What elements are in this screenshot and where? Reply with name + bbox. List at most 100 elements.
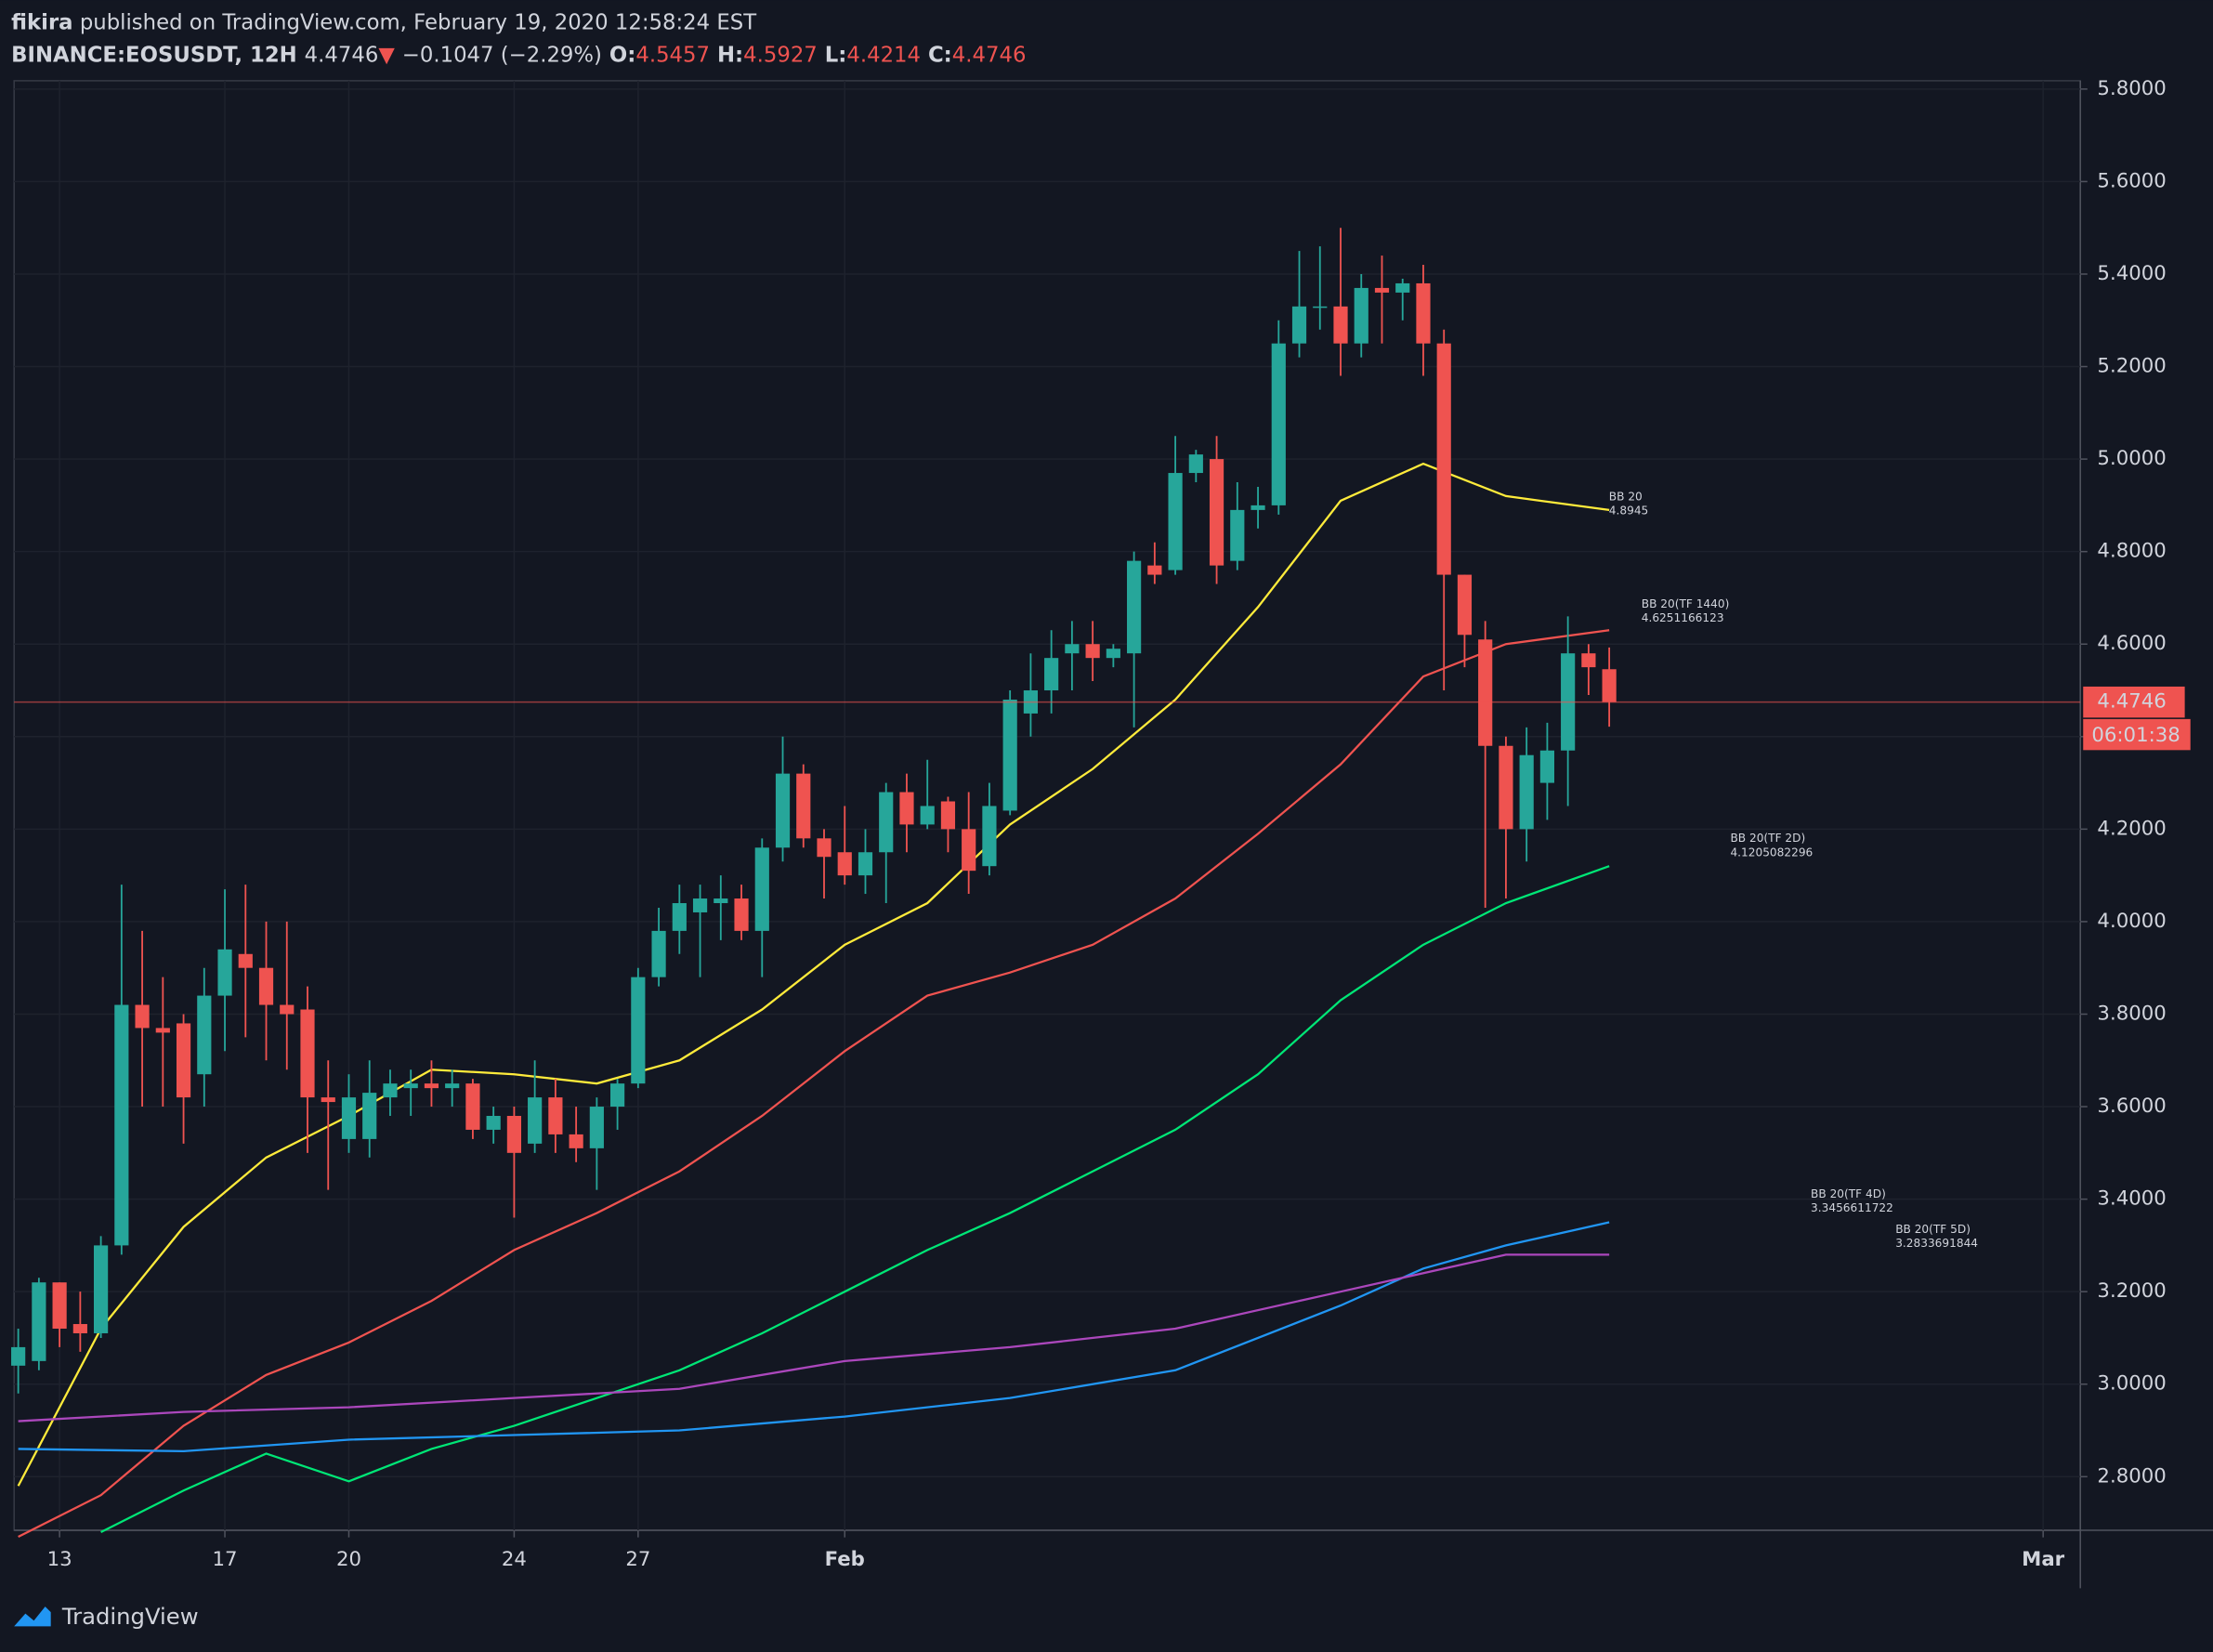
candle-body <box>569 1134 583 1148</box>
candle-body <box>528 1097 543 1144</box>
candle-body <box>300 1009 315 1098</box>
candle-body <box>982 806 997 867</box>
candle-body <box>1457 574 1473 636</box>
candle-body <box>796 773 811 839</box>
candle-body <box>217 949 232 996</box>
candle-body <box>506 1116 521 1153</box>
candle-body <box>258 967 274 1005</box>
x-tick-label: 17 <box>213 1548 238 1571</box>
candle-body <box>1168 473 1183 570</box>
candle-body <box>734 898 749 931</box>
x-tick-label: Feb <box>825 1548 865 1571</box>
x-tick-label: 27 <box>625 1548 650 1571</box>
indicator-value: 3.3456611722 <box>1811 1201 1893 1214</box>
candle-body <box>899 792 914 825</box>
candle-body <box>424 1083 439 1089</box>
candle-body <box>135 1004 150 1029</box>
candle-body <box>775 773 791 848</box>
candle-body <box>238 953 253 968</box>
candle-body <box>651 930 666 977</box>
indicator-line <box>100 865 1610 1534</box>
symbol-line: BINANCE:EOSUSDT, 12H 4.4746▼ −0.1047 (−2… <box>11 43 1026 67</box>
author: fikira <box>11 10 72 34</box>
candle-body <box>837 852 852 876</box>
candle-body <box>176 1023 191 1098</box>
published: published on TradingView.com, February 1… <box>80 10 756 34</box>
y-tick-label: 3.8000 <box>2097 1002 2166 1025</box>
candle-body <box>1333 306 1348 344</box>
ohlc-label: O: <box>609 43 635 67</box>
y-tick-label: 3.2000 <box>2097 1279 2166 1303</box>
indicator-value: 4.1205082296 <box>1730 846 1813 859</box>
candle-body <box>1127 560 1142 654</box>
candle-body <box>1519 754 1534 830</box>
candle-body <box>1291 306 1307 344</box>
y-tick-label: 3.4000 <box>2097 1187 2166 1211</box>
candle-body <box>403 1083 418 1089</box>
indicator-name: BB 20(TF 5D) <box>1895 1223 1971 1236</box>
candle-body <box>754 847 769 931</box>
indicator-name: BB 20(TF 4D) <box>1811 1187 1886 1200</box>
candle-body <box>1478 639 1493 746</box>
candle-body <box>114 1004 129 1246</box>
y-tick-label: 4.8000 <box>2097 540 2166 563</box>
candle-body <box>486 1116 501 1130</box>
candle-body <box>631 977 646 1084</box>
header-line: fikira published on TradingView.com, Feb… <box>11 10 756 34</box>
ohlc-label: L: <box>825 43 847 67</box>
candle-body <box>610 1083 625 1108</box>
candle-body <box>52 1282 67 1330</box>
candle-body <box>445 1083 460 1089</box>
indicator-line <box>18 629 1610 1539</box>
candle-body <box>1374 287 1390 293</box>
candle-body <box>94 1245 109 1333</box>
candle-body <box>1188 454 1203 474</box>
y-tick-label: 5.2000 <box>2097 355 2166 378</box>
candle-body <box>1395 282 1410 293</box>
x-tick-label: Mar <box>2022 1548 2064 1571</box>
indicator-value: 4.8945 <box>1609 505 1648 518</box>
candle-body <box>940 801 956 830</box>
change: −0.1047 (−2.29%) <box>402 43 602 67</box>
candle-body <box>1085 644 1100 659</box>
candle-body <box>1065 644 1080 654</box>
candle-body <box>32 1282 46 1361</box>
indicator-value: 3.2833691844 <box>1895 1237 1978 1250</box>
candle-body <box>1313 306 1328 308</box>
candle-body <box>1230 509 1245 561</box>
candle-body <box>1602 669 1617 702</box>
ohlc-value: 4.5457 <box>635 43 710 67</box>
price-label: 4.4746 <box>2097 690 2166 714</box>
price: 4.4746 <box>305 43 379 67</box>
candle-body <box>1209 459 1224 566</box>
candle-body <box>465 1083 480 1130</box>
candle-body <box>321 1097 335 1103</box>
candle-body <box>1044 658 1059 691</box>
candle-body <box>155 1028 170 1033</box>
ohlc-value: 4.4214 <box>846 43 921 67</box>
ohlc-label: H: <box>717 43 743 67</box>
brand: TradingView <box>61 1603 199 1630</box>
candle-body <box>1106 649 1120 659</box>
indicator-line <box>18 1221 1610 1453</box>
x-tick-label: 24 <box>502 1548 527 1571</box>
indicator-name: BB 20(TF 1440) <box>1642 597 1730 610</box>
candle-body <box>11 1346 26 1366</box>
y-tick-label: 5.6000 <box>2097 169 2166 192</box>
candle-body <box>962 829 976 872</box>
y-tick-label: 4.2000 <box>2097 817 2166 840</box>
candle-body <box>72 1324 87 1333</box>
arrow: ▼ <box>378 43 395 67</box>
candle-body <box>1002 699 1017 811</box>
price-box <box>2083 686 2185 718</box>
candle-body <box>1354 287 1368 344</box>
ohlc-value: 4.5927 <box>743 43 818 67</box>
candle-body <box>1251 505 1265 510</box>
candle-body <box>589 1107 604 1148</box>
y-tick-label: 4.0000 <box>2097 910 2166 933</box>
candle-body <box>362 1093 377 1139</box>
y-tick-label: 5.8000 <box>2097 77 2166 100</box>
y-tick-label: 3.0000 <box>2097 1372 2166 1396</box>
